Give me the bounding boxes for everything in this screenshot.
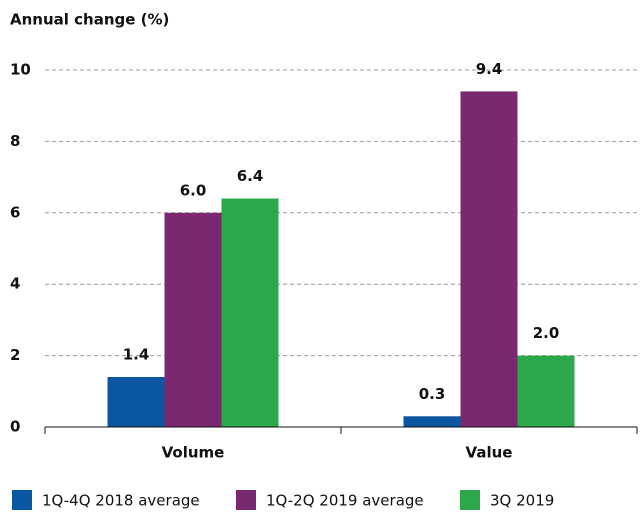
legend-swatch: [12, 490, 32, 510]
y-tick-label: 0: [10, 418, 20, 436]
legend-label: 3Q 2019: [490, 492, 554, 510]
y-tick-label: 8: [10, 132, 20, 150]
value-label: 0.3: [419, 385, 446, 403]
value-label: 6.4: [237, 167, 264, 185]
value-label: 1.4: [123, 346, 150, 364]
y-tick-label: 10: [10, 61, 31, 79]
bar: [460, 91, 518, 428]
value-label: 9.4: [476, 60, 503, 78]
bar: [517, 355, 575, 427]
legend-label: 1Q-2Q 2019 average: [266, 492, 424, 510]
y-tick-label: 6: [10, 203, 20, 221]
bar: [221, 198, 279, 427]
y-tick-label: 2: [10, 346, 20, 364]
y-axis-label: Annual change (%): [10, 11, 169, 29]
value-label: 2.0: [533, 324, 560, 342]
x-tick-label: Value: [466, 444, 513, 462]
y-tick-label: 4: [10, 275, 20, 293]
x-tick-label: Volume: [162, 444, 225, 462]
bar: [403, 416, 461, 427]
legend-label: 1Q-4Q 2018 average: [42, 492, 200, 510]
legend-swatch: [236, 490, 256, 510]
legend-swatch: [460, 490, 480, 510]
bar: [164, 212, 222, 427]
value-label: 6.0: [180, 181, 207, 199]
bar: [107, 377, 165, 427]
